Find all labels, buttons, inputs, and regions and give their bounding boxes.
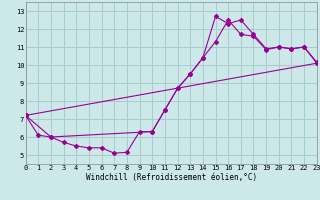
X-axis label: Windchill (Refroidissement éolien,°C): Windchill (Refroidissement éolien,°C) [86,173,257,182]
